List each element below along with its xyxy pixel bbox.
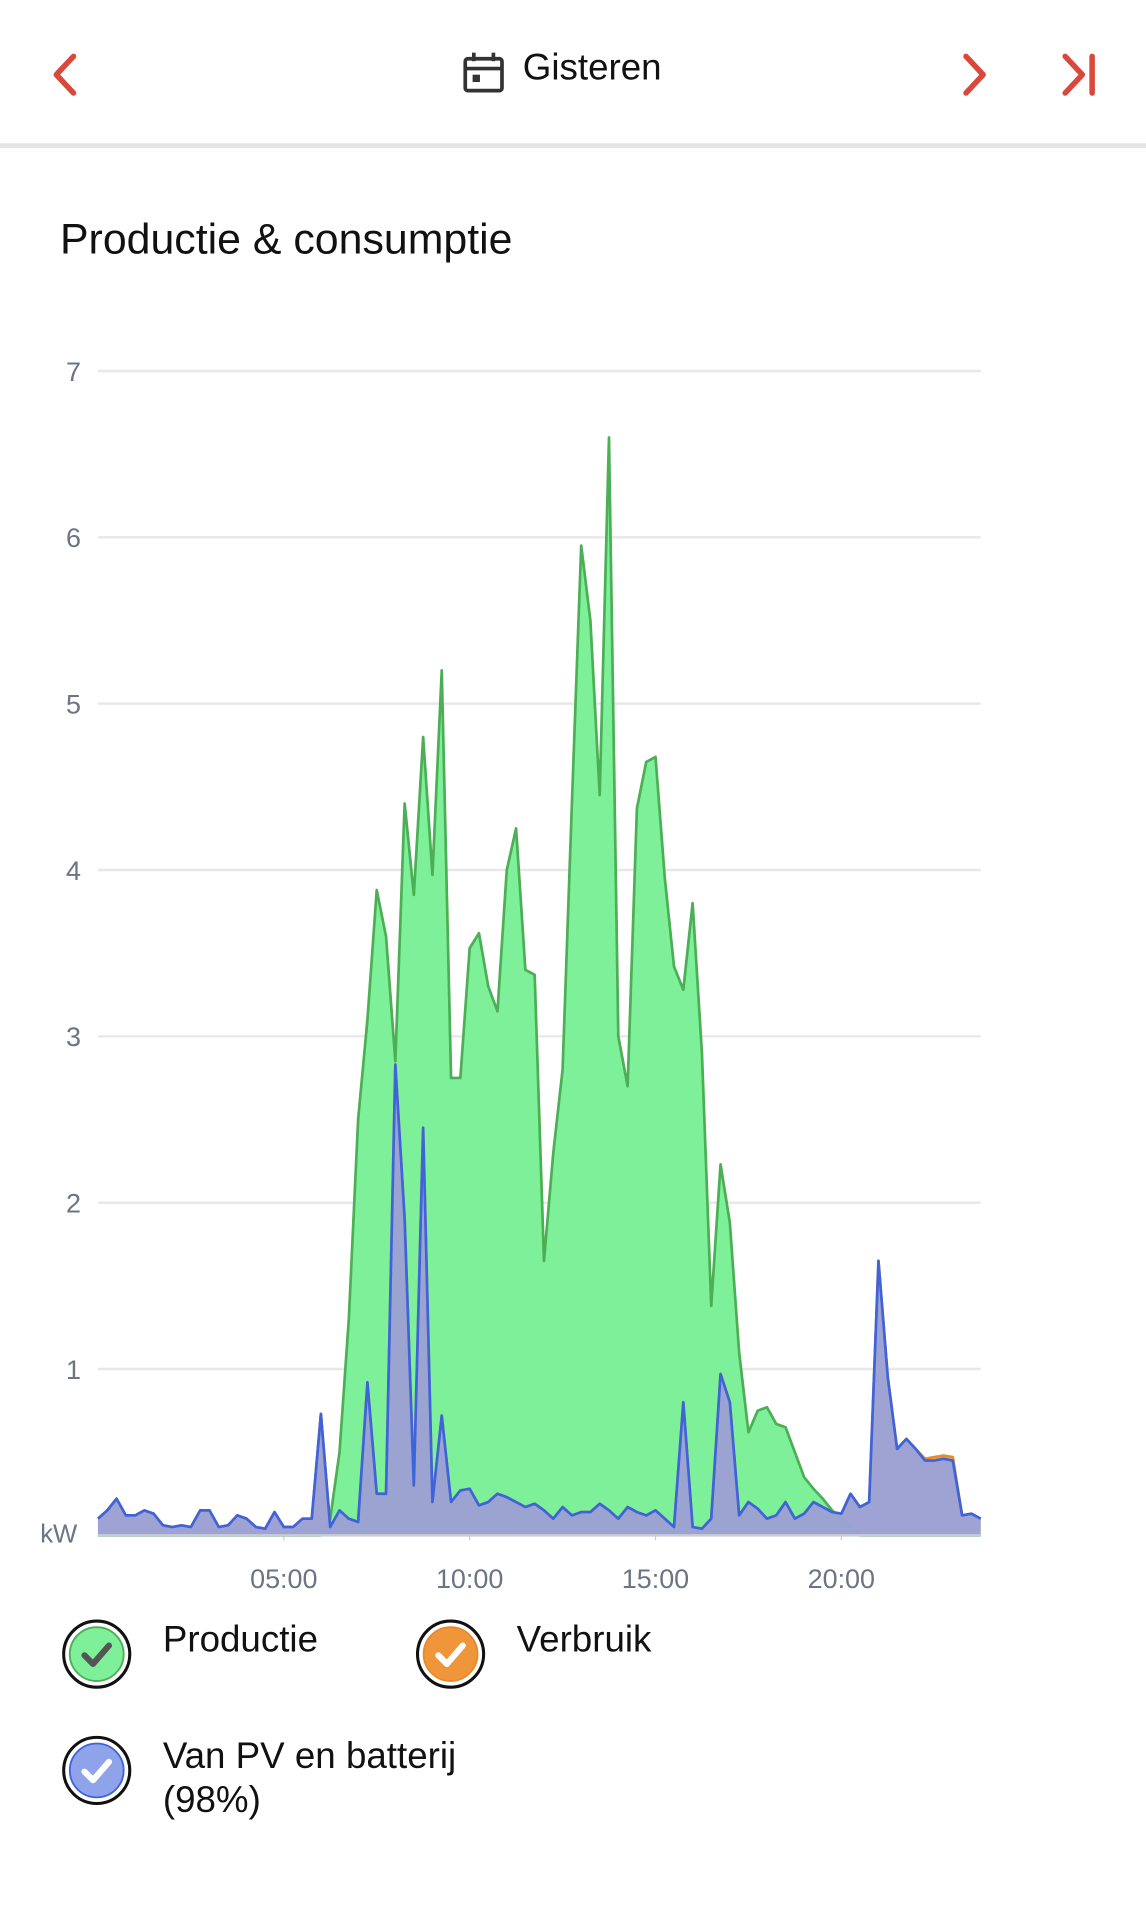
series-area — [97, 1064, 981, 1536]
x-tick-label: 20:00 — [808, 1564, 875, 1594]
back-button[interactable] — [53, 53, 77, 96]
header: Gisteren — [0, 47, 1146, 149]
legend-checkbox[interactable] — [61, 1735, 134, 1808]
legend-item[interactable]: Verbruik — [415, 1619, 872, 1692]
legend-label: Verbruik — [516, 1619, 652, 1661]
series-area — [97, 437, 981, 1536]
y-tick-label: 4 — [66, 856, 81, 886]
legend-checkbox[interactable] — [61, 1619, 134, 1692]
y-tick-label: 5 — [66, 689, 81, 719]
chart-title: Productie & consumptie — [60, 215, 512, 263]
y-tick-label: 3 — [66, 1022, 81, 1052]
y-tick-label: 1 — [66, 1355, 81, 1385]
last-button[interactable] — [1062, 53, 1095, 96]
legend-checkbox[interactable] — [415, 1619, 488, 1692]
legend-label: Productie — [162, 1619, 319, 1661]
next-button[interactable] — [963, 53, 986, 96]
legend-item[interactable]: Van PV en batterij (98%) — [61, 1735, 518, 1823]
calendar-icon — [463, 52, 504, 93]
series-line — [97, 1063, 982, 1531]
y-tick-label: 2 — [66, 1188, 81, 1218]
x-tick-label: 15:00 — [622, 1564, 689, 1594]
legend-item[interactable]: Productie — [61, 1619, 518, 1692]
separator — [0, 143, 1146, 149]
x-tick-label: 10:00 — [436, 1564, 503, 1594]
header-title: Gisteren — [523, 47, 662, 88]
y-tick-label: 6 — [66, 523, 81, 553]
y-unit: kW — [40, 1521, 78, 1549]
chart: Productie & consumptie kW 1 2 3 4 5 6 7 05:00 10… — [40, 215, 982, 1594]
y-tick-label: 7 — [66, 357, 81, 387]
legend-label: Van PV en batterij (98%) — [162, 1736, 457, 1821]
x-tick-label: 05:00 — [250, 1564, 317, 1594]
